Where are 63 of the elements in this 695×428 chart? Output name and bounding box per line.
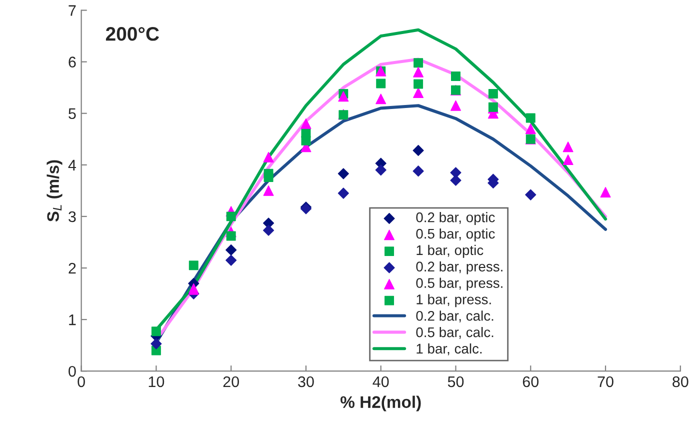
point [451,72,460,81]
point [413,66,424,78]
point [226,244,237,256]
y-tick-label: 7 [68,5,76,16]
x-tick-label: 0 [78,376,85,388]
point [525,189,536,200]
point [301,136,311,146]
point [300,118,312,129]
x-tick-label: 20 [223,376,239,388]
y-tick-label: 4 [68,160,76,170]
point [376,78,386,88]
legend-label: 1 bar, optic [416,244,484,258]
point [562,142,574,152]
legend-label: 1 bar, press. [416,294,491,308]
legend-label: 0.2 bar, calc. [416,310,494,322]
x-tick-label: 50 [448,376,464,388]
legend-label: 0.2 bar, optic [416,212,495,226]
point [414,58,424,68]
point [412,166,424,177]
point [338,188,349,199]
x-tick-label: 70 [598,376,614,388]
point [226,254,237,266]
point [338,168,349,180]
legend-label: 0.5 bar, press. [416,278,502,291]
point [525,124,536,134]
point [338,91,349,102]
annotation: 200°C [106,27,160,41]
point [226,212,236,222]
point [263,152,274,162]
y-tick-label: 3 [68,211,76,222]
legend-label: 0.2 bar, press. [416,261,502,274]
x-tick-label: 40 [372,376,389,388]
legend-label: 0.5 bar, calc. [416,326,494,339]
x-tick-label: 10 [148,376,164,388]
y-axis-title: S$_{L}$ (m/s) [46,160,62,222]
point [226,231,236,241]
point [526,113,536,123]
x-tick-label: 80 [672,376,688,388]
point [188,260,198,270]
point [413,87,424,98]
point [376,94,386,104]
legend-label: 1 bar, calc. [416,343,482,356]
point [562,154,574,166]
y-tick-label: 6 [68,56,76,68]
point [450,100,462,111]
point [412,144,424,156]
point [488,89,498,99]
point [263,185,274,196]
y-tick-label: 2 [68,262,76,274]
x-axis-title: % H2(mol) [340,396,421,412]
y-tick-label: 1 [69,314,76,326]
point [150,338,162,350]
point [414,79,424,89]
y-tick-label: 0 [68,366,76,377]
x-tick-label: 30 [298,376,314,388]
point [600,186,611,198]
point [375,164,386,176]
point [151,326,161,336]
point [264,168,274,178]
legend-label: 0.5 bar, optic [416,228,495,242]
y-tick-label: 5 [68,108,76,120]
point [262,224,274,236]
x-tick-label: 60 [522,376,539,388]
